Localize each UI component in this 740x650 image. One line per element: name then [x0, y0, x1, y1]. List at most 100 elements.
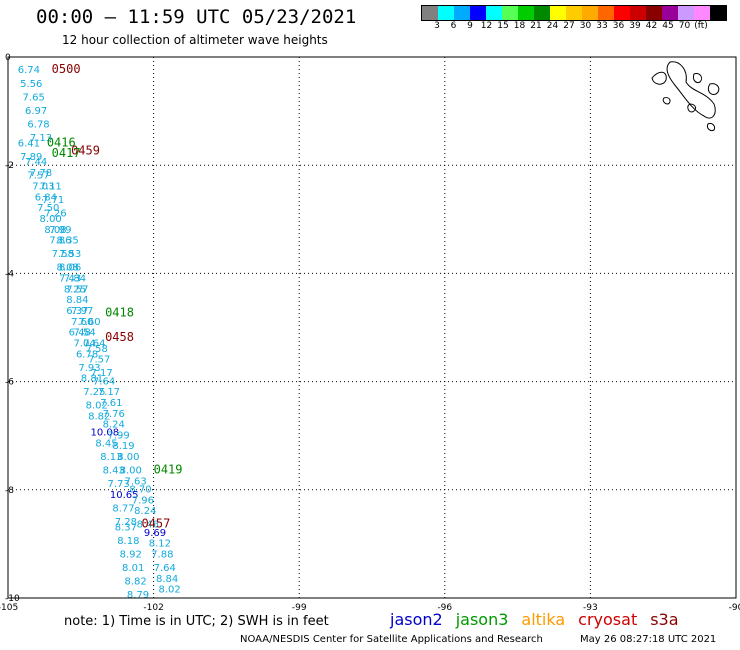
legend-label: 9	[467, 21, 473, 31]
swh-value: 7.58	[52, 249, 74, 260]
legend-label: 18	[513, 21, 526, 31]
satellite-legend-item: s3a	[650, 610, 679, 629]
swh-value: 7.73	[107, 479, 129, 490]
swh-value: 7.04	[74, 338, 96, 349]
swh-value: 7.60	[71, 317, 93, 328]
swh-value: 10.65	[110, 490, 139, 501]
color-legend	[421, 5, 727, 21]
swh-values: 6.74 5.56 7.65 6.97 6.78 7.136.41 7.897.447.78…	[18, 65, 181, 601]
swh-value: 7.93	[78, 363, 100, 374]
swh-value: 7.84	[64, 274, 86, 285]
lon-tick-label: -90	[729, 603, 740, 613]
legend-label: 70	[678, 21, 691, 31]
legend-swatch	[518, 6, 534, 20]
satellite-legend-item: jason2	[390, 610, 443, 629]
legend-swatch	[614, 6, 630, 20]
legend-label: 30	[579, 21, 592, 31]
pass-time-label: 0459	[71, 143, 100, 157]
legend-label: 6	[450, 21, 457, 31]
swh-value: 8.81	[81, 374, 103, 385]
swh-value: 8.84	[66, 295, 88, 306]
swh-value: 8.79	[127, 590, 149, 601]
swh-value: 8.06	[59, 263, 81, 274]
swh-value: 6.37	[66, 306, 88, 317]
legend-swatch	[598, 6, 614, 20]
legend-label: 15	[497, 21, 509, 31]
swh-value: 8.92	[120, 549, 142, 560]
swh-value: 8.25	[64, 284, 86, 295]
swh-value: 8.08	[57, 263, 79, 274]
swh-value: 7.99	[49, 225, 71, 236]
swh-value: 7.54	[74, 328, 96, 339]
lon-tick-label: -96	[437, 603, 452, 613]
page-title: 00:00 – 11:59 UTC 05/23/2021	[36, 6, 357, 28]
legend-label: 42	[645, 21, 658, 31]
swh-value: 8.46	[137, 520, 159, 531]
swh-value: 8.35	[57, 236, 79, 247]
galapagos-coastline	[651, 61, 720, 131]
swh-value: 7.58	[86, 344, 108, 355]
swh-value: 7.11	[40, 182, 62, 193]
swh-value: 7.53	[59, 249, 81, 260]
credit-line: NOAA/NESDIS Center for Satellite Applica…	[240, 634, 543, 645]
legend-swatch	[438, 6, 454, 20]
legend-label: (ft)	[694, 21, 708, 31]
lat-tick-label: -6	[5, 378, 14, 388]
axis-labels: -105-102-99-96-93-900-2-4-6-8-10	[0, 53, 740, 613]
swh-value: 8.13	[100, 452, 122, 463]
swh-value: 8.12	[149, 539, 171, 550]
swh-value: 8.02	[86, 401, 108, 412]
legend-swatch	[502, 6, 518, 20]
swh-value: 8.24	[103, 420, 125, 431]
swh-value: 7.17	[98, 387, 120, 398]
pass-time-label: 0417	[52, 146, 81, 160]
swh-value: 7.76	[103, 409, 125, 420]
swh-value: 7.63	[124, 476, 146, 487]
lon-tick-label: -93	[583, 603, 598, 613]
pass-time-label: 0500	[52, 62, 81, 76]
lat-tick-label: -4	[5, 269, 14, 279]
swh-value: 7.64	[93, 376, 115, 387]
swh-value: 10.08	[91, 428, 120, 439]
swh-value: 8.18	[117, 536, 139, 547]
legend-label: 21	[530, 21, 542, 31]
swh-value: 7.89	[20, 152, 42, 163]
swh-value: 7.57	[66, 284, 88, 295]
swh-value: 8.77	[112, 503, 134, 514]
pass-time-label: 0418	[105, 306, 134, 320]
swh-value: 8.82	[124, 576, 146, 587]
swh-value: 7.60	[78, 317, 100, 328]
swh-value: 7.65	[23, 92, 45, 103]
swh-value: 8.00	[120, 466, 142, 477]
swh-value: 7.57	[88, 355, 110, 366]
swh-value: 7.71	[42, 195, 64, 206]
legend-swatch	[630, 6, 646, 20]
swh-value: 7.88	[151, 549, 173, 560]
swh-value: 6.78	[76, 349, 98, 360]
swh-value: 8.84	[156, 574, 178, 585]
swh-value: 6.74	[18, 65, 40, 76]
legend-swatch	[646, 6, 662, 20]
lat-tick-label: -2	[5, 161, 14, 171]
swh-value: 6.41	[18, 138, 40, 149]
swh-value: 7.43	[59, 274, 81, 285]
legend-swatch	[678, 6, 694, 20]
legend-label: 27	[563, 21, 575, 31]
legend-swatch	[550, 6, 566, 20]
swh-value: 7.26	[44, 209, 66, 220]
swh-value: 8.45	[95, 439, 117, 450]
legend-swatch	[470, 6, 486, 20]
legend-label: 33	[596, 21, 608, 31]
lat-tick-label: -8	[5, 486, 14, 496]
swh-value: 8.00	[40, 214, 62, 225]
legend-swatch	[710, 6, 726, 20]
lon-tick-label: -99	[292, 603, 307, 613]
swh-value: 6.48	[69, 328, 91, 339]
swh-value: 8.70	[129, 485, 151, 496]
legend-label: 45	[662, 21, 674, 31]
swh-value: 7.99	[107, 430, 129, 441]
satellite-legend-item: cryosat	[578, 610, 638, 629]
swh-value: 7.03	[32, 182, 54, 193]
